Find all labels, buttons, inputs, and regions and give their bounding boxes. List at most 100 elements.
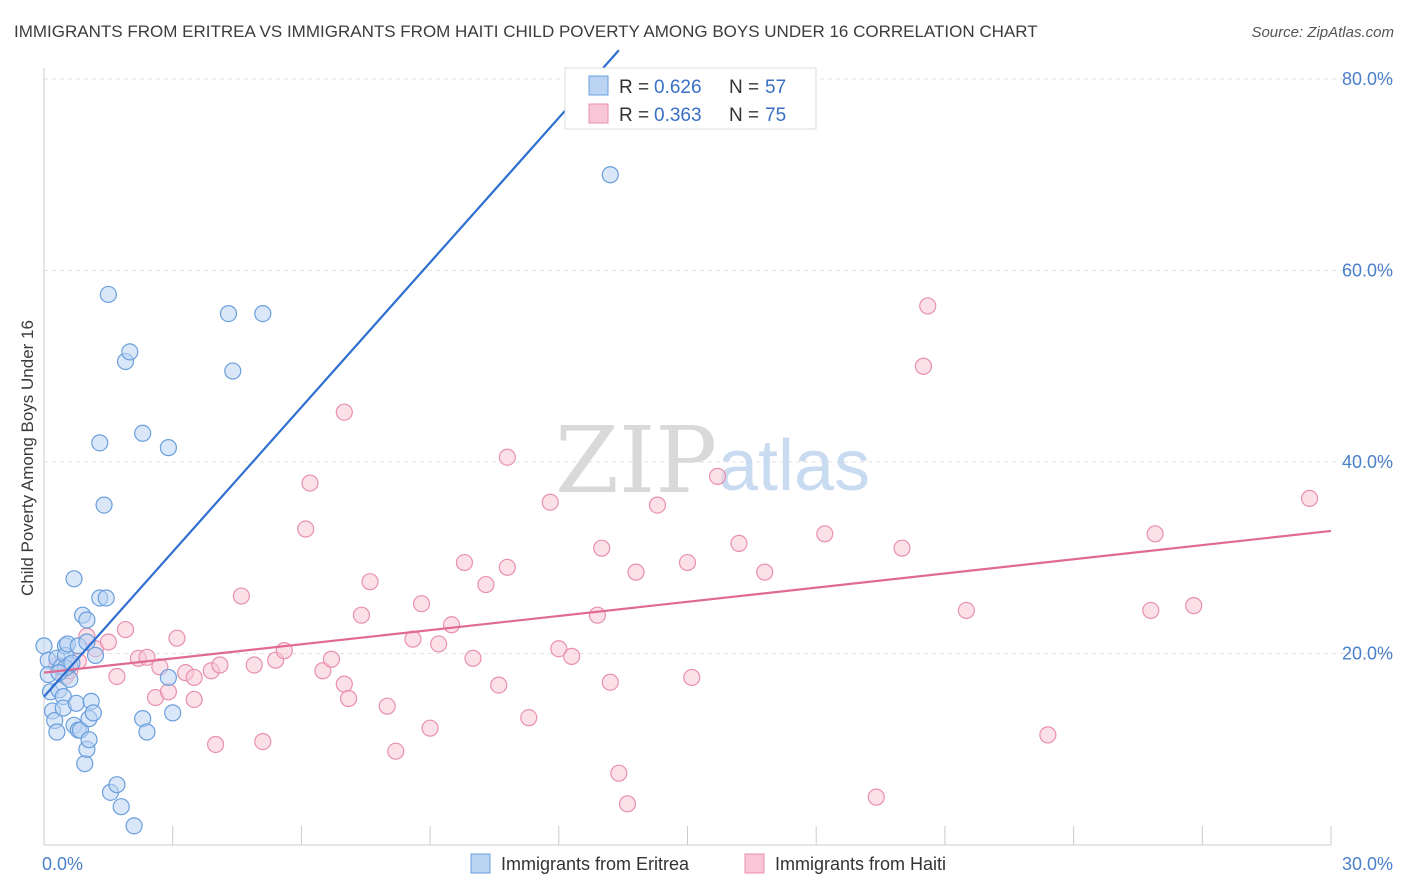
legend-swatch-eritrea	[588, 75, 609, 96]
eritrea-point	[78, 611, 96, 629]
haiti-point	[550, 640, 568, 658]
eritrea-point	[125, 817, 143, 835]
legend-n-value-1: 57	[765, 77, 786, 98]
haiti-point	[207, 735, 225, 754]
haiti-point	[168, 629, 186, 647]
haiti-point	[867, 788, 885, 806]
haiti-point	[1300, 489, 1319, 507]
haiti-point	[919, 297, 937, 315]
eritrea-point	[224, 362, 242, 380]
x-tick-label: 30.0%	[1342, 854, 1393, 874]
eritrea-point	[138, 723, 156, 741]
haiti-point	[893, 539, 911, 557]
haiti-point	[520, 709, 538, 727]
watermark: ZIP atlas	[555, 407, 870, 514]
haiti-point	[678, 553, 697, 572]
haiti-point	[490, 676, 508, 694]
haiti-point	[708, 467, 727, 485]
eritrea-point	[134, 424, 152, 442]
haiti-point	[1142, 601, 1160, 620]
haiti-point	[301, 474, 319, 492]
eritrea-point	[48, 723, 66, 741]
eritrea-point	[99, 285, 117, 304]
haiti-point	[816, 525, 834, 543]
x-tick-label: 0.0%	[42, 854, 83, 874]
haiti-point	[412, 595, 431, 613]
top-legend: R = 0.626 N = 57 R = 0.363 N = 75	[564, 67, 817, 130]
haiti-point	[442, 616, 461, 634]
haiti-point	[593, 539, 611, 557]
haiti-point	[387, 742, 405, 760]
haiti-point	[116, 620, 135, 639]
haiti-point	[99, 633, 117, 651]
haiti-point	[464, 649, 482, 667]
haiti-point	[498, 448, 516, 466]
haiti-point	[297, 520, 315, 538]
haiti-point	[361, 573, 379, 591]
eritrea-point	[76, 755, 94, 773]
haiti-point	[588, 606, 607, 624]
source-label: Source: ZipAtlas.com	[1251, 24, 1394, 41]
legend-n-value-2: 75	[765, 105, 786, 126]
eritrea-point	[159, 668, 178, 687]
eritrea-point	[159, 439, 178, 457]
haiti-point	[254, 732, 272, 751]
haiti-point	[314, 662, 332, 680]
eritrea-point	[65, 570, 83, 588]
haiti-trendline	[43, 529, 1332, 674]
haiti-point	[339, 689, 358, 708]
eritrea-point	[67, 694, 85, 712]
y-axis-label: Child Poverty Among Boys Under 16	[18, 320, 37, 596]
bottom-legend-label-eritrea: Immigrants from Eritrea	[501, 854, 690, 874]
haiti-point	[618, 795, 637, 813]
haiti-point	[541, 493, 559, 511]
haiti-point	[455, 553, 474, 572]
eritrea-point	[35, 637, 53, 655]
haiti-point	[378, 697, 396, 715]
haiti-point	[322, 650, 341, 668]
legend-r-value-1: 0.626	[654, 77, 702, 98]
y-tick-labels: 20.0% 40.0% 60.0% 80.0%	[1342, 69, 1393, 664]
eritrea-point	[219, 304, 238, 323]
haiti-point	[1146, 525, 1164, 543]
haiti-point	[352, 606, 371, 624]
eritrea-point	[254, 304, 272, 323]
y-tick-label: 20.0%	[1342, 644, 1393, 664]
legend-n-label-2: N =	[729, 105, 759, 126]
haiti-point	[335, 675, 353, 693]
haiti-point	[430, 635, 448, 653]
haiti-point	[477, 575, 495, 594]
haiti-point	[957, 601, 975, 620]
haiti-point	[245, 656, 263, 674]
eritrea-point	[164, 704, 182, 722]
haiti-point	[421, 719, 439, 737]
haiti-point	[335, 403, 353, 421]
bottom-legend-swatch-haiti	[744, 853, 765, 874]
haiti-point	[627, 563, 645, 581]
legend-r-value-2: 0.363	[654, 105, 702, 126]
y-tick-label: 60.0%	[1342, 261, 1393, 281]
eritrea-trendline	[43, 49, 620, 698]
haiti-point	[730, 534, 748, 552]
haiti-point	[756, 563, 774, 581]
eritrea-point	[91, 434, 109, 452]
haiti-point	[1185, 597, 1203, 615]
eritrea-point	[86, 646, 105, 665]
haiti-point	[211, 656, 229, 674]
haiti-point	[914, 357, 933, 375]
eritrea-point	[112, 798, 130, 816]
eritrea-point	[108, 776, 126, 794]
axes	[43, 68, 1332, 846]
legend-r-label-1: R =	[619, 77, 649, 98]
eritrea-point	[80, 731, 98, 749]
legend-swatch-haiti	[588, 103, 609, 124]
bottom-legend: Immigrants from Eritrea Immigrants from …	[470, 853, 946, 874]
trendlines	[43, 49, 1332, 698]
bottom-legend-swatch-eritrea	[470, 853, 491, 874]
haiti-point	[563, 647, 581, 665]
eritrea-point	[84, 704, 102, 722]
watermark-atlas: atlas	[718, 426, 870, 506]
haiti-point	[648, 496, 667, 514]
legend-r-label-2: R =	[619, 105, 649, 126]
